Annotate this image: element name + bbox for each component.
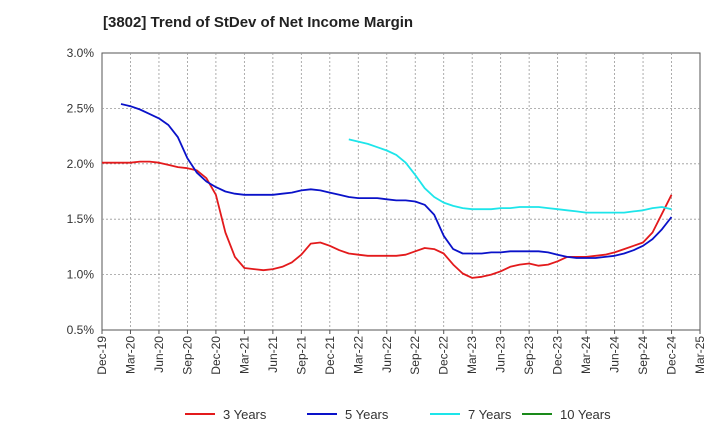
x-tick-label: Mar-20 bbox=[123, 336, 137, 374]
x-tick-label: Jun-23 bbox=[494, 336, 508, 373]
y-tick-label: 3.0% bbox=[67, 46, 95, 60]
y-tick-label: 2.0% bbox=[67, 157, 95, 171]
x-tick-label: Dec-19 bbox=[95, 336, 109, 375]
x-tick-label: Dec-20 bbox=[209, 336, 223, 375]
x-tick-label: Dec-24 bbox=[665, 336, 679, 375]
y-tick-label: 2.5% bbox=[67, 101, 95, 115]
x-tick-label: Sep-20 bbox=[180, 336, 194, 375]
x-tick-label: Mar-23 bbox=[465, 336, 479, 374]
x-tick-label: Mar-25 bbox=[693, 336, 707, 374]
y-tick-label: 1.5% bbox=[67, 212, 95, 226]
legend-label-5-years: 5 Years bbox=[345, 407, 389, 422]
series-line-7-years bbox=[348, 138, 672, 214]
legend-label-7-years: 7 Years bbox=[468, 407, 512, 422]
y-axis: 0.5% 1.0% 1.5% 2.0% 2.5% 3.0% bbox=[67, 46, 95, 337]
x-axis: Dec-19 Mar-20 Jun-20 Sep-20 Dec-20 Mar-21 Jun-… bbox=[95, 330, 707, 375]
x-tick-label: Sep-23 bbox=[522, 336, 536, 375]
y-tick-label: 1.0% bbox=[67, 268, 95, 282]
x-tick-label: Sep-24 bbox=[636, 336, 650, 375]
x-tick-label: Jun-24 bbox=[608, 336, 622, 373]
x-tick-label: Mar-22 bbox=[351, 336, 365, 374]
x-tick-label: Jun-21 bbox=[266, 336, 280, 373]
x-tick-label: Sep-21 bbox=[294, 336, 308, 375]
y-tick-label: 0.5% bbox=[67, 323, 95, 337]
x-tick-label: Jun-20 bbox=[152, 336, 166, 373]
series-lines bbox=[102, 103, 673, 279]
x-tick-label: Dec-21 bbox=[323, 336, 337, 375]
x-tick-label: Sep-22 bbox=[408, 336, 422, 375]
legend: 3 Years 5 Years 7 Years 10 Years bbox=[185, 407, 611, 422]
x-tick-label: Mar-24 bbox=[579, 336, 593, 374]
x-tick-label: Jun-22 bbox=[380, 336, 394, 373]
x-tick-label: Dec-22 bbox=[437, 336, 451, 375]
x-tick-label: Dec-23 bbox=[551, 336, 565, 375]
chart-title: [3802] Trend of StDev of Net Income Marg… bbox=[103, 14, 414, 31]
legend-label-3-years: 3 Years bbox=[223, 407, 267, 422]
series-line-5-years bbox=[120, 103, 673, 259]
series-line-3-years bbox=[102, 160, 673, 279]
legend-label-10-years: 10 Years bbox=[560, 407, 611, 422]
x-tick-label: Mar-21 bbox=[237, 336, 251, 374]
plot-area bbox=[101, 52, 701, 331]
